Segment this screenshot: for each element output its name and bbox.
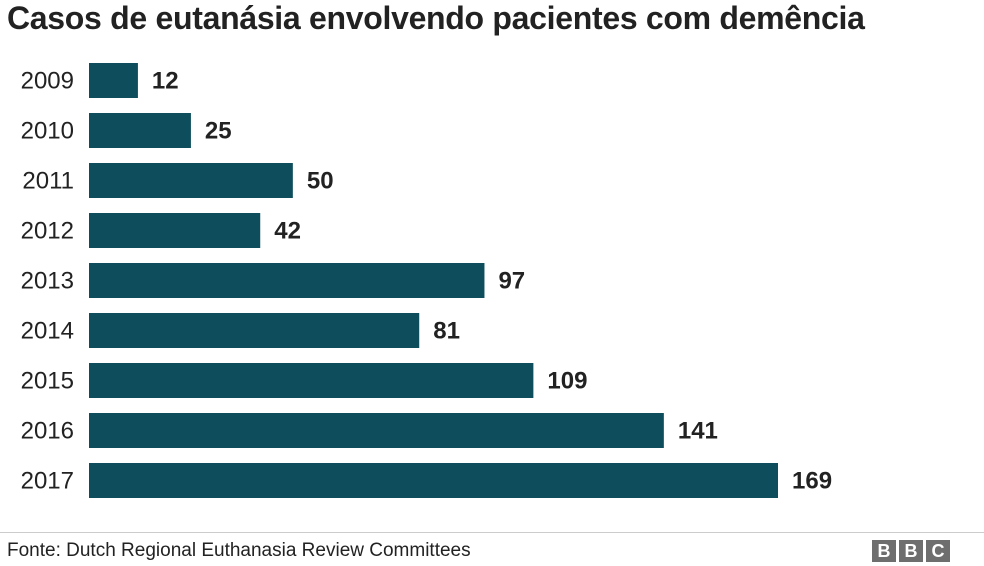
bar	[89, 363, 534, 398]
bar	[89, 113, 191, 148]
footer-divider	[0, 532, 984, 533]
category-label: 2017	[21, 468, 74, 495]
bar-chart: 2009 12 2010 25 2011 50 2012 42 2013 97 2014 81 2015…	[21, 63, 832, 498]
bar	[89, 313, 420, 348]
value-label: 169	[792, 468, 832, 495]
value-label: 141	[678, 418, 718, 445]
value-label: 109	[547, 368, 587, 395]
category-label: 2016	[21, 418, 74, 445]
logo-letter: C	[926, 540, 950, 562]
value-label: 81	[433, 318, 460, 345]
source-note: Fonte: Dutch Regional Euthanasia Review …	[7, 540, 471, 561]
bar	[89, 413, 664, 448]
bar	[89, 163, 293, 198]
bar	[89, 63, 138, 98]
logo-letter: B	[872, 540, 896, 562]
bar	[89, 263, 485, 298]
bar	[89, 463, 778, 498]
category-label: 2011	[22, 168, 74, 195]
value-label: 97	[498, 268, 525, 295]
value-label: 25	[205, 118, 232, 145]
bbc-logo: B B C	[872, 540, 950, 562]
logo-letter: B	[899, 540, 923, 562]
chart-title: Casos de eutanásia envolvendo pacientes …	[7, 0, 865, 36]
category-label: 2014	[21, 318, 74, 345]
category-label: 2013	[21, 268, 74, 295]
category-label: 2012	[21, 218, 74, 245]
category-label: 2010	[21, 118, 74, 145]
category-label: 2015	[21, 368, 74, 395]
value-label: 50	[307, 168, 334, 195]
value-label: 12	[152, 68, 179, 95]
bar	[89, 213, 261, 248]
category-label: 2009	[21, 68, 74, 95]
value-label: 42	[274, 218, 301, 245]
